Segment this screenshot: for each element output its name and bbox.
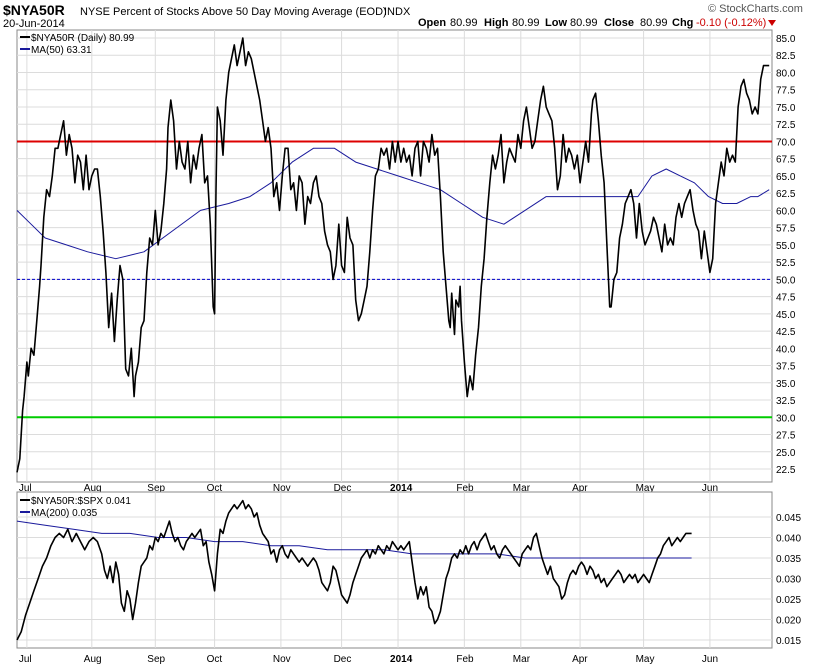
main-panel	[16, 29, 773, 483]
main-series	[16, 37, 770, 473]
y-tick-label: 0.040	[776, 534, 801, 545]
main-x-axis: Jul Aug Sep Oct Nov Dec 2014 Feb Mar Apr May Jun	[19, 483, 718, 494]
main-y-axis: 85.0 82.5 80.0 77.5 75.0 72.5 70.0 67.5 65.0 62.5…	[776, 34, 796, 476]
x-tick-label: Oct	[207, 654, 223, 665]
y-tick-label: 55.0	[776, 241, 796, 252]
x-tick-label: Jul	[19, 654, 32, 665]
close-label: Close	[604, 17, 634, 29]
y-tick-label: 32.5	[776, 396, 796, 407]
ratio-panel	[16, 491, 773, 649]
low-label: Low	[545, 17, 567, 29]
x-tick-label: Aug	[84, 483, 102, 494]
x-tick-label: Nov	[273, 654, 291, 665]
x-tick-label: Sep	[147, 483, 165, 494]
x-tick-label: Dec	[334, 654, 352, 665]
ratio-y-axis: 0.045 0.040 0.035 0.030 0.025 0.020 0.015	[776, 513, 801, 647]
symbol-description: NYSE Percent of Stocks Above 50 Day Movi…	[80, 6, 387, 18]
y-tick-label: 42.5	[776, 327, 796, 338]
ratio-line	[16, 499, 692, 641]
y-tick-label: 57.5	[776, 224, 796, 235]
x-tick-label: Jun	[702, 483, 718, 494]
x-tick-label: Mar	[513, 483, 531, 494]
y-tick-label: 0.020	[776, 616, 801, 627]
y-tick-label: 27.5	[776, 431, 796, 442]
copyright-label: © StockCharts.com	[708, 3, 803, 15]
y-tick-label: 37.5	[776, 362, 796, 373]
y-tick-label: 50.0	[776, 275, 796, 286]
y-tick-label: 30.0	[776, 413, 796, 424]
y-tick-label: 82.5	[776, 51, 796, 62]
ratio-legend: $NYA50R:$SPX 0.041 MA(200) 0.035	[20, 496, 131, 519]
x-tick-label: May	[636, 483, 655, 494]
legend-price: $NYA50R (Daily) 80.99	[31, 33, 135, 44]
open-label: Open	[418, 17, 446, 29]
legend-ratio: $NYA50R:$SPX 0.041	[31, 496, 131, 507]
reference-lines	[17, 140, 772, 419]
y-tick-label: 0.030	[776, 575, 801, 586]
x-tick-label: Jul	[19, 483, 32, 494]
down-arrow-icon	[768, 20, 776, 26]
x-tick-label: Sep	[147, 654, 165, 665]
date-label: 20-Jun-2014	[3, 18, 65, 30]
x-tick-label: Dec	[334, 483, 352, 494]
y-tick-label: 35.0	[776, 379, 796, 390]
y-tick-label: 45.0	[776, 310, 796, 321]
low-value: 80.99	[570, 17, 598, 29]
y-tick-label: 0.045	[776, 513, 801, 524]
ratio-series	[16, 499, 692, 641]
y-tick-label: 85.0	[776, 34, 796, 45]
ratio-x-axis: Jul Aug Sep Oct Nov Dec 2014 Feb Mar Apr May Jun	[19, 654, 718, 665]
legend-ratio-ma: MA(200) 0.035	[31, 508, 98, 519]
y-tick-label: 0.035	[776, 554, 801, 565]
main-legend: $NYA50R (Daily) 80.99 MA(50) 63.31	[20, 33, 135, 56]
x-tick-label: May	[636, 654, 655, 665]
open-value: 80.99	[450, 17, 478, 29]
x-tick-label: Mar	[513, 654, 531, 665]
y-tick-label: 22.5	[776, 465, 796, 476]
y-tick-label: 60.0	[776, 206, 796, 217]
chg-value: -0.10 (-0.12%)	[696, 17, 766, 29]
symbol-label: $NYA50R	[3, 2, 65, 18]
x-tick-label: Aug	[84, 654, 102, 665]
x-tick-label: Feb	[456, 483, 474, 494]
y-tick-label: 0.015	[776, 636, 801, 647]
x-tick-label: 2014	[390, 483, 413, 494]
x-tick-label: Feb	[456, 654, 474, 665]
y-tick-label: 62.5	[776, 189, 796, 200]
x-tick-label: Apr	[572, 654, 588, 665]
x-tick-label: Oct	[207, 483, 223, 494]
y-tick-label: 67.5	[776, 155, 796, 166]
high-label: High	[484, 17, 509, 29]
y-tick-label: 80.0	[776, 68, 796, 79]
y-tick-label: 72.5	[776, 120, 796, 131]
chg-label: Chg	[672, 17, 693, 29]
x-tick-label: Jun	[702, 654, 718, 665]
close-value: 80.99	[640, 17, 668, 29]
x-tick-label: 2014	[390, 654, 413, 665]
y-tick-label: 40.0	[776, 344, 796, 355]
y-tick-label: 75.0	[776, 103, 796, 114]
y-tick-label: 77.5	[776, 86, 796, 97]
exchange-label: INDX	[384, 6, 411, 18]
ohlc-summary: Open 80.99 High 80.99 Low 80.99 Close 80…	[418, 17, 766, 29]
y-tick-label: 47.5	[776, 293, 796, 304]
y-tick-label: 0.025	[776, 595, 801, 606]
y-tick-label: 52.5	[776, 258, 796, 269]
ma200-line	[16, 520, 692, 559]
y-tick-label: 70.0	[776, 137, 796, 148]
high-value: 80.99	[512, 17, 540, 29]
x-tick-label: Nov	[273, 483, 291, 494]
y-tick-label: 65.0	[776, 172, 796, 183]
x-tick-label: Apr	[572, 483, 588, 494]
legend-ma: MA(50) 63.31	[31, 45, 92, 56]
price-line	[16, 37, 770, 473]
y-tick-label: 25.0	[776, 448, 796, 459]
